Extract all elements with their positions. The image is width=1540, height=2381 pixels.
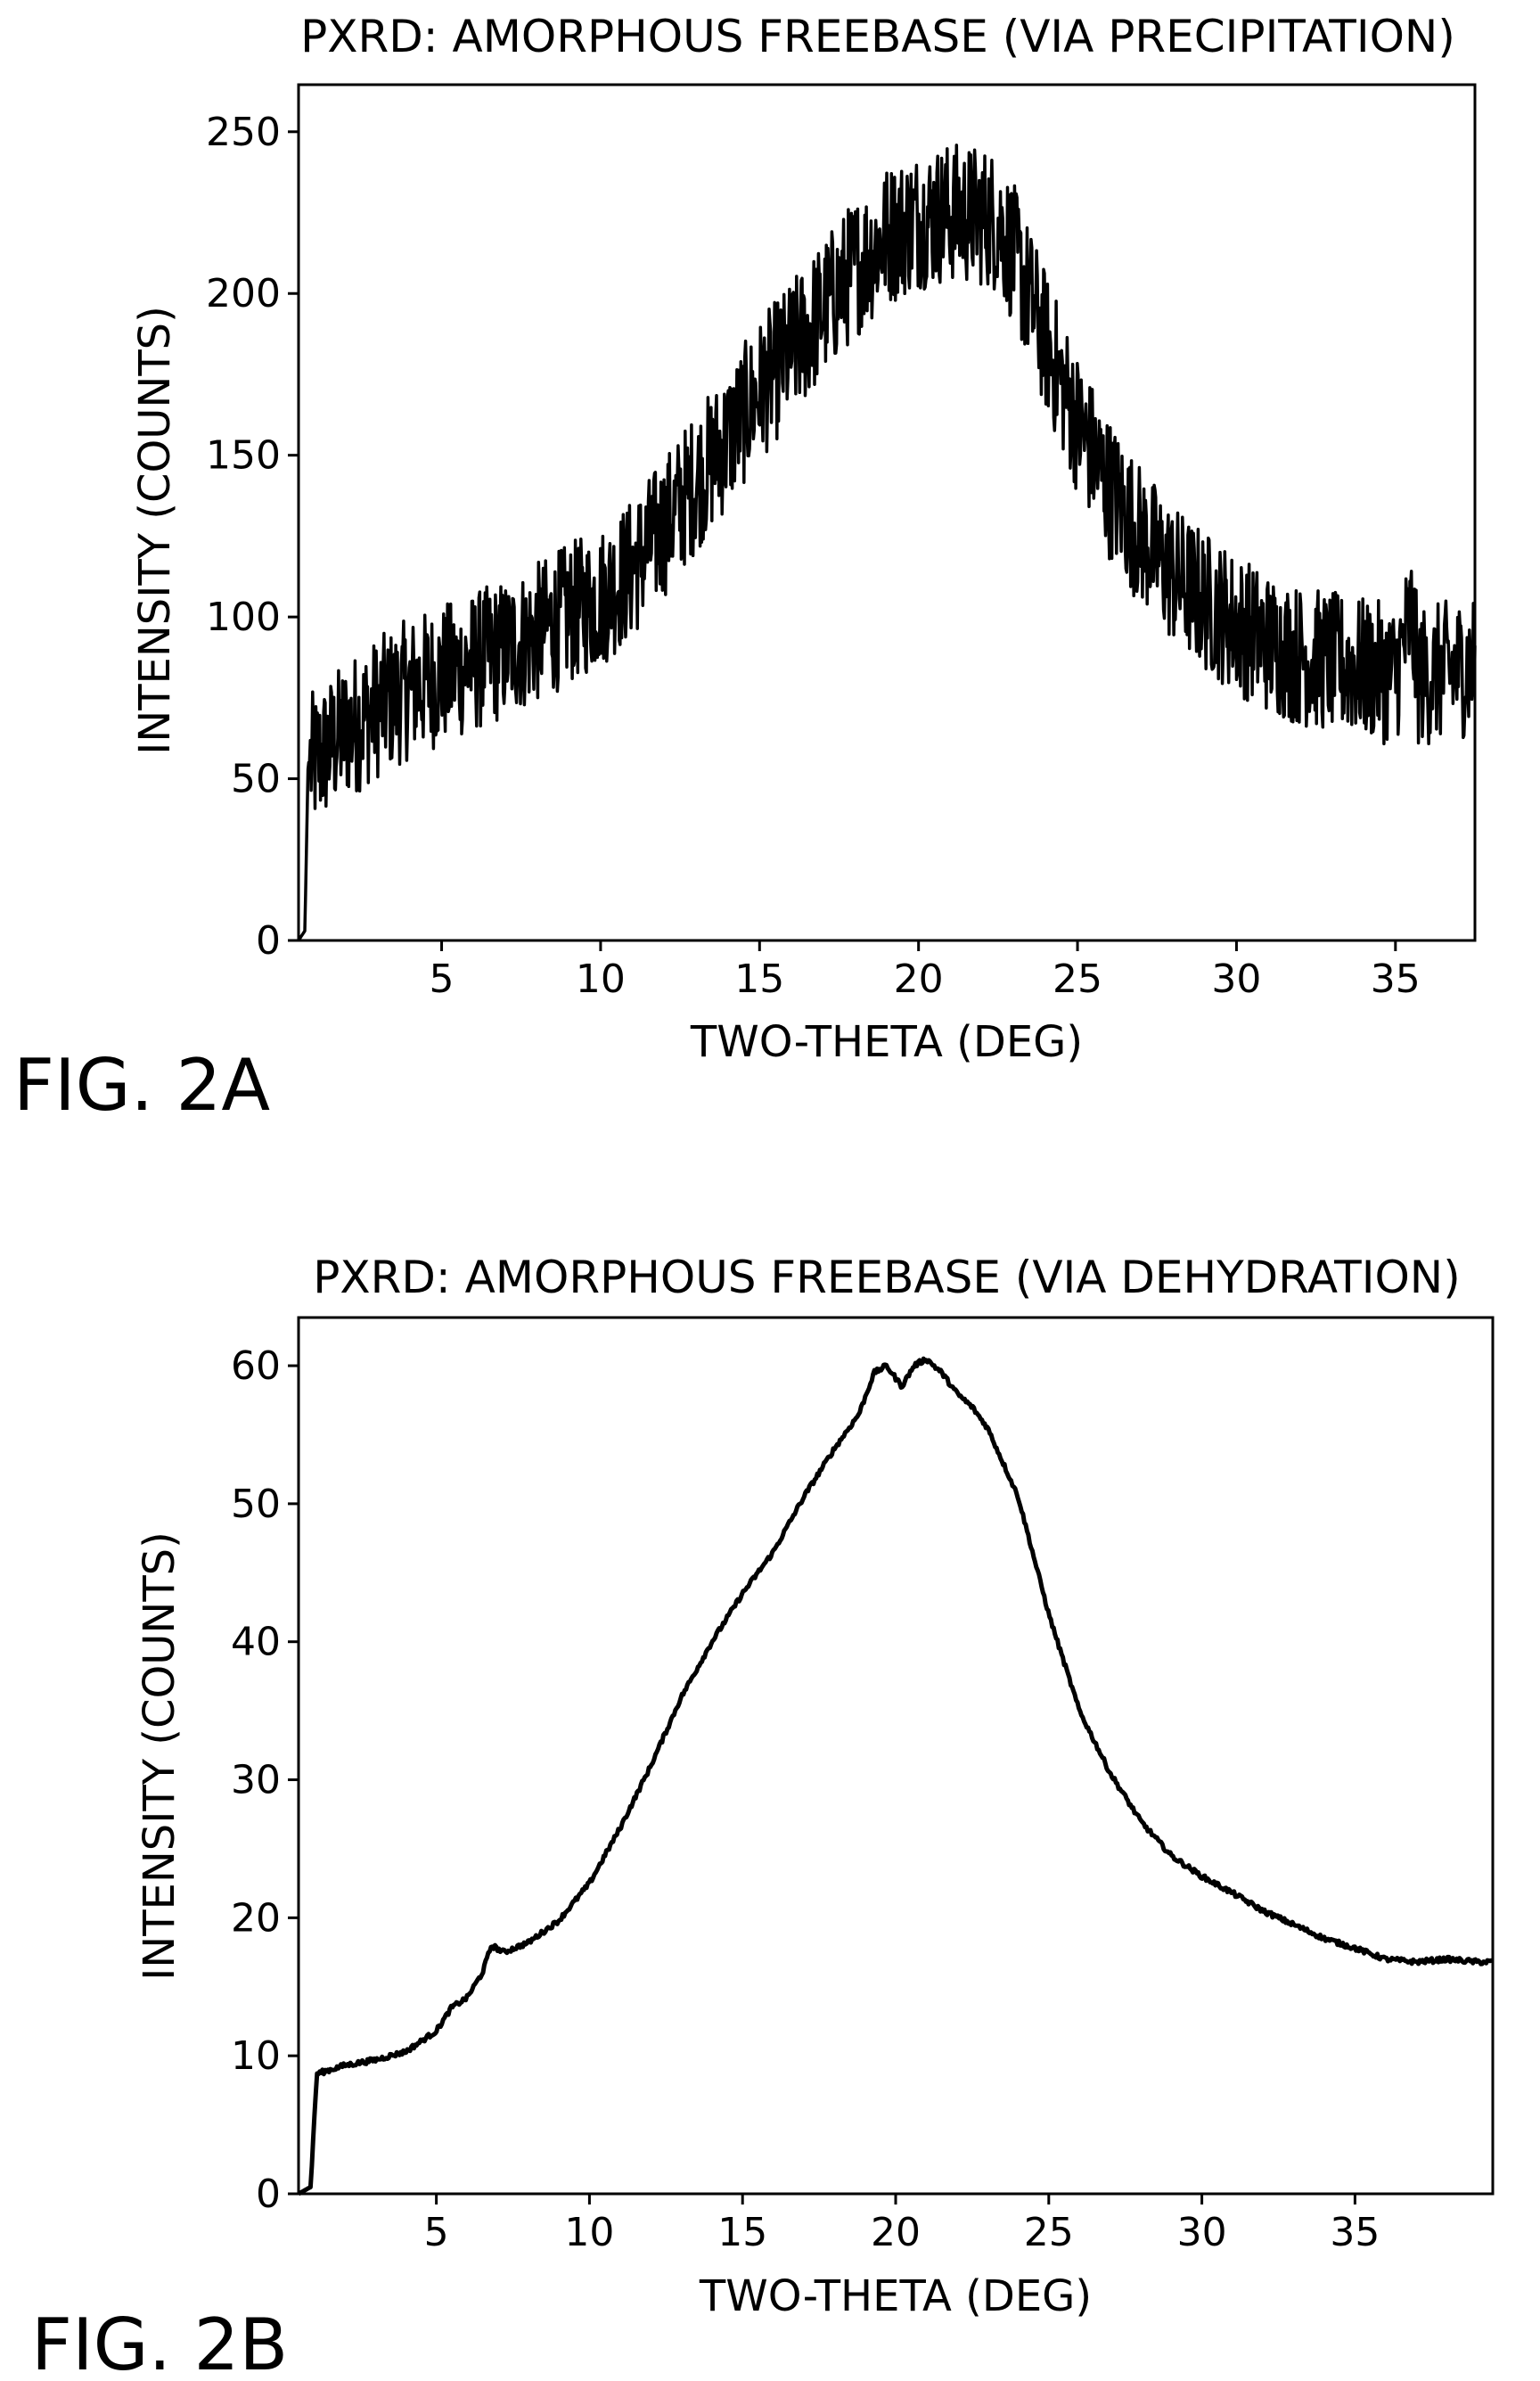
plot-frame	[297, 83, 1477, 942]
x-tick-label: 10	[564, 2210, 614, 2255]
x-axis-label: TWO-THETA (DEG)	[699, 2271, 1092, 2321]
x-tick-label: 20	[871, 2210, 921, 2255]
y-tick-label: 200	[206, 271, 281, 316]
y-tick-label: 0	[256, 918, 281, 964]
y-axis: 0 10 20 30 40 50 60	[231, 1343, 299, 2217]
figure-label: FIG. 2B	[31, 2303, 288, 2381]
y-tick-label: 40	[231, 1620, 281, 1665]
series-line	[297, 144, 1477, 941]
x-axis: 5 10 15 20 25 30 35	[430, 940, 1421, 1002]
figure-label: FIG. 2A	[13, 1044, 270, 1127]
series-line	[297, 1356, 1494, 2196]
x-tick-label: 25	[1053, 957, 1102, 1002]
x-tick-label: 5	[424, 2210, 449, 2255]
x-axis-label: TWO-THETA (DEG)	[690, 1017, 1083, 1067]
y-tick-label: 20	[231, 1895, 281, 1941]
x-axis: 5 10 15 20 25 30 35	[424, 2194, 1380, 2255]
y-tick-label: 50	[231, 1482, 281, 1527]
chart-title: PXRD: AMORPHOUS FREEBASE (VIA DEHYDRATIO…	[313, 1252, 1460, 1303]
x-tick-label: 30	[1177, 2210, 1227, 2255]
y-tick-label: 250	[206, 110, 281, 155]
y-axis: 0 50 100 150 200 250	[206, 110, 299, 964]
y-tick-label: 150	[206, 433, 281, 479]
x-tick-label: 35	[1330, 2210, 1380, 2255]
x-tick-label: 20	[894, 957, 944, 1002]
x-tick-label: 5	[430, 957, 455, 1002]
x-tick-label: 10	[576, 957, 626, 1002]
x-tick-label: 35	[1371, 957, 1421, 1002]
y-axis-label: INTENSITY (COUNTS)	[130, 306, 180, 755]
y-tick-label: 50	[231, 757, 281, 802]
x-tick-label: 25	[1024, 2210, 1074, 2255]
y-tick-label: 10	[231, 2033, 281, 2079]
y-axis-label: INTENSITY (COUNTS)	[135, 1531, 184, 1981]
x-tick-label: 30	[1211, 957, 1261, 1002]
y-tick-label: 0	[256, 2172, 281, 2217]
y-tick-label: 100	[206, 595, 281, 640]
y-tick-label: 30	[231, 1758, 281, 1803]
x-tick-label: 15	[717, 2210, 767, 2255]
plot-frame	[297, 1316, 1495, 2196]
y-tick-label: 60	[231, 1343, 281, 1389]
chart-fig-2b: PXRD: AMORPHOUS FREEBASE (VIA DEHYDRATIO…	[31, 1252, 1495, 2381]
chart-title: PXRD: AMORPHOUS FREEBASE (VIA PRECIPITAT…	[300, 11, 1455, 62]
x-tick-label: 15	[734, 957, 784, 1002]
chart-fig-2a: PXRD: AMORPHOUS FREEBASE (VIA PRECIPITAT…	[13, 11, 1477, 1127]
